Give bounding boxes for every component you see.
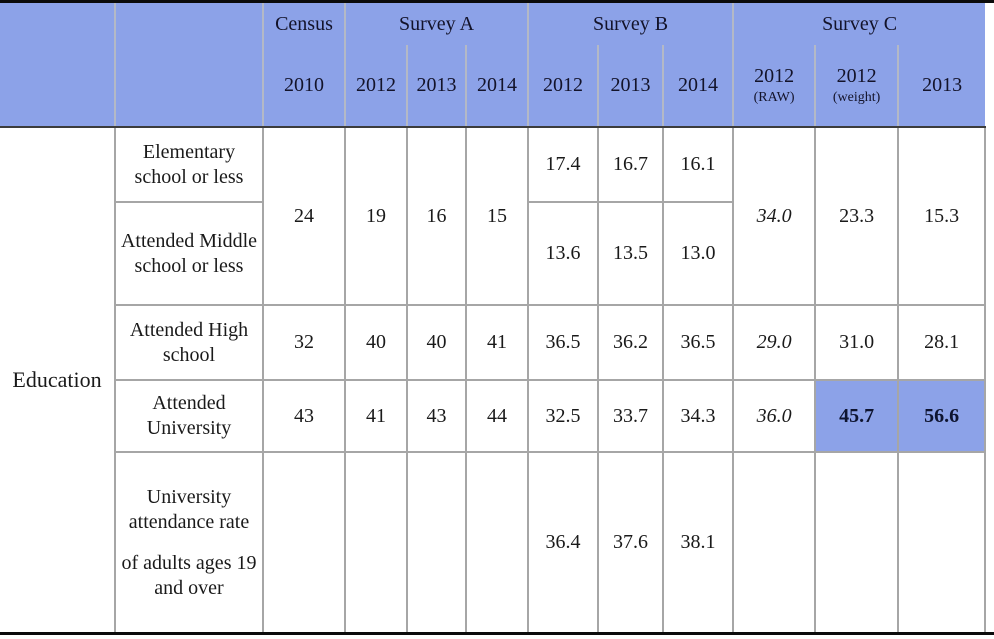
table-row-high-school: Attended High school 32 40 40 41 36.5 36… xyxy=(0,304,987,381)
cell-sc2013-high: 28.1 xyxy=(897,304,987,381)
header-survey-c: Survey C xyxy=(732,3,986,45)
table-row-elementary: Education Elementary school or less 24 1… xyxy=(0,126,987,632)
header-survey-a: Survey A xyxy=(343,3,529,45)
empty-cell-sc-raw-rate xyxy=(732,451,817,632)
cell-sc-raw-elem-middle: 34.0 xyxy=(732,126,817,306)
header-survey-b: Survey B xyxy=(527,3,734,45)
row-label-high-school: Attended High school xyxy=(114,304,264,381)
cell-sb2013-univ: 33.7 xyxy=(597,379,665,453)
cell-sb2014-rate: 38.1 xyxy=(662,451,735,632)
header-year-sc-2012-weight: 2012 (weight) xyxy=(814,45,899,128)
empty-cell-sa2013-rate xyxy=(406,451,467,632)
cell-sa2014-high: 41 xyxy=(464,304,530,381)
cell-sb2012-univ: 32.5 xyxy=(527,379,600,453)
row-label-middle: Attended Middle school or less xyxy=(114,201,264,306)
empty-cell-sc-weight-rate xyxy=(814,451,900,632)
bottom-border-line xyxy=(0,632,994,635)
top-border-line xyxy=(0,0,994,3)
table-row-attendance-rate: University attendance rate of adults age… xyxy=(0,451,987,632)
cell-sb2013-elementary: 16.7 xyxy=(597,126,665,203)
attendance-rate-line2: of adults ages 19 and over xyxy=(121,551,257,599)
cell-sb2013-rate: 37.6 xyxy=(597,451,665,632)
header-year-sb-2014: 2014 xyxy=(662,45,734,128)
cell-sc-weight-univ-highlighted: 45.7 xyxy=(814,379,900,453)
cell-sa2012-elem-middle: 19 xyxy=(344,126,408,306)
cell-sb2012-elementary: 17.4 xyxy=(527,126,600,203)
year-subtext-weight: (weight) xyxy=(832,90,881,105)
cell-sa2014-univ: 44 xyxy=(464,379,530,453)
year-text: 2012 xyxy=(836,65,877,87)
table-row-university: Attended University 43 41 43 44 32.5 33.… xyxy=(0,379,987,453)
cell-census-elem-middle: 24 xyxy=(262,126,346,306)
cell-sc-raw-univ: 36.0 xyxy=(732,379,817,453)
header-year-sa-2012: 2012 xyxy=(344,45,407,128)
empty-cell-sa2012-rate xyxy=(344,451,408,632)
row-label-elementary: Elementary school or less xyxy=(114,126,264,203)
cell-sa2014-elem-middle: 15 xyxy=(464,126,530,306)
header-year-sb-2012: 2012 xyxy=(527,45,599,128)
year-subtext-raw: (RAW) xyxy=(753,90,795,105)
cell-sa2012-univ: 41 xyxy=(344,379,408,453)
cell-sa2013-elem-middle: 16 xyxy=(406,126,467,306)
cell-sb2012-high: 36.5 xyxy=(527,304,600,381)
cell-sc2013-elem-middle: 15.3 xyxy=(897,126,987,306)
education-statistics-table: Census Survey A Survey B Survey C 2010 2… xyxy=(0,3,987,632)
header-year-census-2010: 2010 xyxy=(262,45,345,128)
cell-sa2013-univ: 43 xyxy=(406,379,467,453)
cell-sb2014-elementary: 16.1 xyxy=(662,126,735,203)
header-year-row: 2010 2012 2013 2014 2012 2013 2014 2012 … xyxy=(0,45,986,128)
header-year-sa-2013: 2013 xyxy=(406,45,466,128)
year-text: 2012 xyxy=(754,65,795,87)
corner-blank-cell xyxy=(0,3,115,128)
header-year-sb-2013: 2013 xyxy=(597,45,664,128)
corner-blank-cell-2 xyxy=(114,3,263,128)
cell-sc-raw-high: 29.0 xyxy=(732,304,817,381)
cell-sb2012-rate: 36.4 xyxy=(527,451,600,632)
cell-sc-weight-elem-middle: 23.3 xyxy=(814,126,900,306)
cell-sb2014-middle: 13.0 xyxy=(662,201,735,306)
cell-sc-weight-high: 31.0 xyxy=(814,304,900,381)
cell-sa2012-high: 40 xyxy=(344,304,408,381)
empty-cell-census-rate xyxy=(262,451,346,632)
header-year-sc-2012-raw: 2012 (RAW) xyxy=(732,45,816,128)
cell-sb2014-high: 36.5 xyxy=(662,304,735,381)
empty-cell-sa2014-rate xyxy=(464,451,530,632)
attendance-rate-line1: University attendance rate xyxy=(128,485,250,533)
cell-census-univ: 43 xyxy=(262,379,346,453)
cell-sb2013-high: 36.2 xyxy=(597,304,665,381)
cell-sb2014-univ: 34.3 xyxy=(662,379,735,453)
cell-census-high: 32 xyxy=(262,304,346,381)
cell-sb2012-middle: 13.6 xyxy=(527,201,600,306)
row-label-attendance-rate: University attendance rate of adults age… xyxy=(114,451,264,632)
cell-sa2013-high: 40 xyxy=(406,304,467,381)
header-year-sa-2014: 2014 xyxy=(464,45,529,128)
row-group-education: Education xyxy=(0,126,116,632)
cell-sb2013-middle: 13.5 xyxy=(597,201,665,306)
table-row-middle: Attended Middle school or less 13.6 13.5… xyxy=(0,201,985,306)
cell-sc2013-univ-highlighted: 56.6 xyxy=(897,379,987,453)
row-label-university: Attended University xyxy=(114,379,264,453)
header-census: Census xyxy=(262,3,345,45)
empty-cell-sc2013-rate xyxy=(897,451,987,632)
header-year-sc-2013: 2013 xyxy=(897,45,986,128)
header-group-row: Census Survey A Survey B Survey C xyxy=(0,3,986,128)
